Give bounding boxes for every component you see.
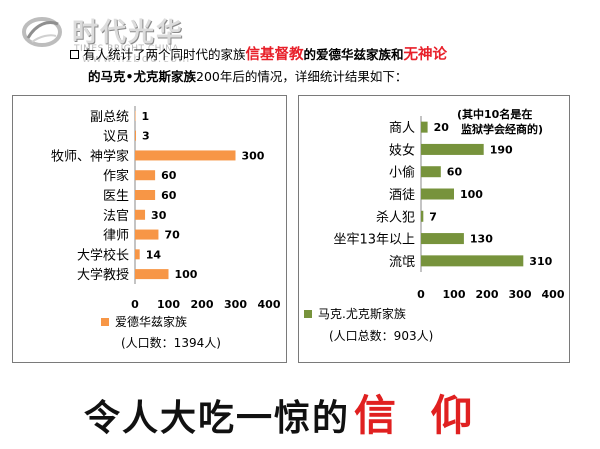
category-label: 商人 <box>389 121 415 136</box>
intro-rest: 200年后的情况，详细统计结果如下： <box>196 69 408 84</box>
population-note: (人口总数：903人) <box>329 328 433 343</box>
x-tick-label: 300 <box>509 288 532 301</box>
x-tick-label: 200 <box>476 288 499 301</box>
bar <box>421 255 524 267</box>
bar <box>135 190 156 200</box>
bar <box>135 150 236 161</box>
category-label: 副总统 <box>90 110 129 125</box>
category-label: 律师 <box>103 229 129 244</box>
intro-line-2: 的马克•尤克斯家族200年后的情况，详细统计结果如下： <box>70 66 590 88</box>
category-label: 坐牢13年以上 <box>333 233 415 248</box>
category-label: 议员 <box>103 130 129 145</box>
category-label: 法官 <box>103 208 129 224</box>
bar <box>135 229 159 240</box>
annotation-line-2: 监狱学会经商的) <box>461 122 543 136</box>
bar <box>135 130 137 141</box>
category-label: 牧师、神学家 <box>51 148 129 164</box>
logo-swirl-icon <box>22 17 62 47</box>
category-label: 大学校长 <box>77 247 129 263</box>
bullet-icon <box>70 50 79 59</box>
x-tick-label: 0 <box>131 298 139 311</box>
headline: 令人大吃一惊的信 仰 <box>84 382 483 443</box>
bar <box>421 166 441 178</box>
bar <box>421 233 464 245</box>
category-label: 小偷 <box>389 166 415 181</box>
x-tick-label: 400 <box>542 288 565 301</box>
data-label: 100 <box>175 268 198 281</box>
headline-accent: 信 仰 <box>354 391 483 440</box>
data-label: 60 <box>447 166 463 179</box>
intro-text: 有人统计了两个同时代的家族信基督教的爱德华兹家族和无神论 的马克•尤克斯家族20… <box>70 44 590 88</box>
logo-url: www.hzbdc.com <box>82 52 191 65</box>
edwards-family-chart: 副总统 1 议员 3 牧师、神学家 300 作家 60 医生 60 法官 30 律师 70 大学校长 14 大学… <box>51 106 281 350</box>
logo: 时代光华 TIMES BRIGHT CHINA www.hzbdc.com <box>12 4 212 65</box>
legend-label: 爱德华兹家族 <box>115 314 187 329</box>
x-tick-label: 0 <box>417 288 425 301</box>
edwards-family-chart-panel: 副总统 1 议员 3 牧师、神学家 300 作家 60 医生 60 法官 30 律师 70 大学校长 14 大学… <box>12 95 287 363</box>
bar <box>135 269 169 280</box>
bar <box>421 210 424 222</box>
data-label: 100 <box>460 188 483 201</box>
x-tick-label: 400 <box>258 298 281 311</box>
legend-label: 马克.尤克斯家族 <box>318 306 406 321</box>
category-label: 医生 <box>103 189 129 204</box>
legend-swatch <box>304 310 312 318</box>
legend-swatch <box>101 318 109 326</box>
logo-tagline: TIMES BRIGHT CHINA <box>74 44 179 54</box>
data-label: 300 <box>242 149 265 162</box>
data-label: 60 <box>161 189 177 202</box>
intro-prefix: 有人统计了两个同时代的家族 <box>83 47 246 62</box>
intro-family-name: 的马克•尤克斯家族 <box>88 69 196 84</box>
data-label: 20 <box>434 121 450 134</box>
category-label: 妓女 <box>389 142 415 158</box>
jukes-family-chart: 商人 20 妓女 190 小偷 60 酒徒 100 杀人犯 7 坐牢13年以上 130 流氓 310 0 10… <box>304 107 565 343</box>
x-tick-label: 100 <box>157 298 180 311</box>
data-label: 14 <box>146 248 162 261</box>
jukes-family-chart-panel: 商人 20 妓女 190 小偷 60 酒徒 100 杀人犯 7 坐牢13年以上 130 流氓 310 0 10… <box>298 95 570 363</box>
bar <box>135 209 146 220</box>
data-label: 60 <box>161 169 177 182</box>
intro-highlight-atheist: 无神论 <box>403 47 448 63</box>
category-label: 作家 <box>103 168 129 184</box>
bar <box>421 143 484 155</box>
bar <box>135 170 156 181</box>
x-tick-label: 300 <box>224 298 247 311</box>
data-label: 310 <box>529 255 552 268</box>
intro-highlight-christian: 信基督教 <box>245 47 304 63</box>
annotation-line-1: (其中10名是在 <box>457 107 532 121</box>
category-label: 杀人犯 <box>376 210 415 225</box>
logo-name: 时代光华 <box>72 18 185 48</box>
intro-middle: 的爱德华兹家族和 <box>303 47 404 62</box>
population-note: (人口数：1394人) <box>121 335 221 350</box>
bar <box>421 188 454 200</box>
x-tick-label: 100 <box>443 288 466 301</box>
data-label: 30 <box>151 209 167 222</box>
category-label: 酒徒 <box>389 188 415 203</box>
x-tick-label: 200 <box>191 298 214 311</box>
data-label: 3 <box>142 130 150 143</box>
data-label: 7 <box>429 210 437 223</box>
data-label: 190 <box>490 143 513 156</box>
bar <box>135 249 140 260</box>
data-label: 1 <box>142 110 150 123</box>
data-label: 70 <box>164 229 180 242</box>
intro-line-1: 有人统计了两个同时代的家族信基督教的爱德华兹家族和无神论 <box>70 44 590 66</box>
category-label: 流氓 <box>389 255 415 270</box>
data-label: 130 <box>470 233 493 246</box>
bar <box>135 110 136 121</box>
bar <box>421 121 428 133</box>
headline-main: 令人大吃一惊的 <box>84 398 351 439</box>
category-label: 大学教授 <box>77 267 129 283</box>
